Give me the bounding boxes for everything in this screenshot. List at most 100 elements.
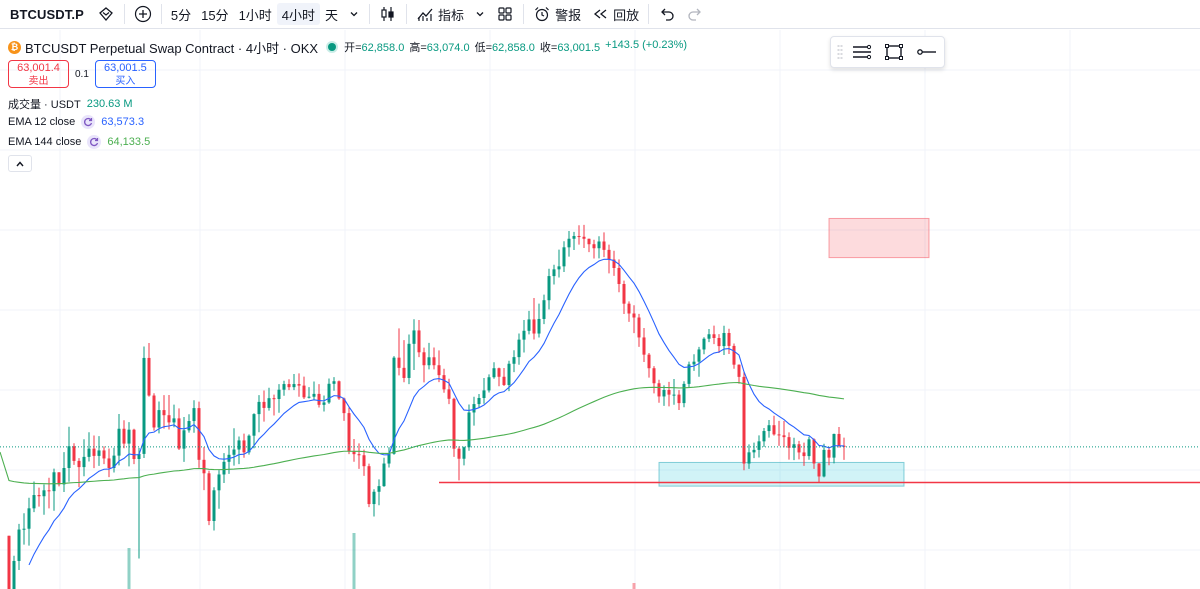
price-chart[interactable] bbox=[0, 30, 1200, 589]
candle bbox=[287, 379, 291, 391]
candle bbox=[477, 393, 481, 408]
candle bbox=[692, 354, 696, 371]
ema12-line bbox=[28, 258, 845, 566]
compare-symbol-button[interactable] bbox=[129, 3, 157, 25]
candle bbox=[427, 342, 431, 370]
redo-button[interactable] bbox=[681, 3, 709, 25]
volume-bars bbox=[127, 533, 636, 589]
candle bbox=[117, 414, 121, 466]
candle bbox=[727, 328, 731, 355]
interval-5m[interactable]: 5分 bbox=[170, 7, 192, 23]
candle bbox=[552, 264, 556, 285]
candle bbox=[167, 394, 171, 430]
candle bbox=[32, 481, 36, 513]
candle bbox=[517, 333, 521, 365]
candle bbox=[412, 319, 416, 371]
candle bbox=[312, 381, 316, 400]
candle bbox=[622, 280, 626, 315]
candle bbox=[122, 420, 126, 449]
price-lines bbox=[0, 446, 1200, 484]
candle bbox=[7, 535, 11, 589]
toolbar-divider bbox=[369, 4, 371, 24]
candle bbox=[267, 387, 271, 411]
candle bbox=[542, 294, 546, 325]
indicators-button[interactable]: 指标 bbox=[411, 3, 469, 25]
candle bbox=[222, 453, 226, 484]
alarm-clock-icon bbox=[535, 7, 549, 22]
undo-button[interactable] bbox=[653, 3, 681, 25]
indicator-volume[interactable]: 成交量 · USDT 230.63 M bbox=[8, 96, 133, 112]
spread-value: 0.1 bbox=[75, 68, 89, 80]
candle bbox=[507, 360, 511, 392]
alert-button[interactable]: 警报 bbox=[528, 3, 586, 25]
interval-4h[interactable]: 4小时 bbox=[276, 3, 321, 25]
candle bbox=[352, 438, 356, 462]
collapse-legend-button[interactable] bbox=[8, 155, 32, 172]
candle bbox=[612, 250, 616, 276]
undo-icon bbox=[661, 8, 674, 21]
demand-zone-box[interactable] bbox=[658, 461, 905, 487]
candle bbox=[487, 374, 491, 393]
indicator-ema12[interactable]: EMA 12 close 63,573.3 bbox=[8, 115, 144, 129]
open-value: 62,858.0 bbox=[361, 42, 405, 54]
candle bbox=[827, 446, 831, 466]
sell-label: 卖出 bbox=[28, 76, 49, 87]
supply-zone-box[interactable] bbox=[828, 217, 930, 259]
candle bbox=[567, 231, 571, 257]
candle bbox=[207, 470, 211, 526]
candle bbox=[82, 439, 86, 477]
indicator-ema144[interactable]: EMA 144 close 64,133.5 bbox=[8, 135, 150, 149]
candle bbox=[497, 367, 501, 387]
candle bbox=[62, 452, 66, 493]
horizontal-line-button[interactable] bbox=[913, 40, 939, 64]
line-style-button[interactable] bbox=[849, 40, 875, 64]
refresh-icon bbox=[81, 115, 96, 129]
candle bbox=[842, 437, 846, 460]
candle bbox=[152, 393, 156, 431]
volume-bar bbox=[127, 548, 131, 589]
candle bbox=[92, 435, 96, 469]
drawing-zones[interactable] bbox=[658, 217, 930, 487]
candle bbox=[457, 446, 461, 481]
sell-button[interactable]: 63,001.4 卖出 bbox=[8, 60, 69, 88]
candle bbox=[402, 340, 406, 383]
candle bbox=[467, 404, 471, 451]
candle bbox=[382, 457, 386, 487]
candle bbox=[302, 376, 306, 399]
indicator-value: 64,133.5 bbox=[107, 136, 151, 148]
indicators-dropdown-button[interactable] bbox=[469, 3, 491, 25]
rewind-icon bbox=[594, 9, 607, 19]
interval-15m[interactable]: 15分 bbox=[201, 7, 229, 23]
layout-grid-button[interactable] bbox=[491, 3, 519, 25]
candle bbox=[237, 436, 241, 465]
legend-title[interactable]: BTCUSDT Perpetual Swap Contract · 4小时 · … bbox=[25, 40, 319, 56]
candle bbox=[37, 487, 41, 507]
interval-dropdown-button[interactable] bbox=[343, 3, 365, 25]
chart-type-button[interactable] bbox=[374, 3, 402, 25]
refresh-icon bbox=[87, 135, 102, 149]
indicator-value: 230.63 M bbox=[86, 98, 133, 110]
toolbar-divider bbox=[523, 4, 525, 24]
candle bbox=[562, 241, 566, 272]
rectangle-tool-button[interactable] bbox=[881, 40, 907, 64]
indicator-name: 成交量 · USDT bbox=[8, 99, 81, 111]
candle bbox=[12, 555, 16, 589]
candle bbox=[777, 420, 781, 446]
interval-1d[interactable]: 天 bbox=[325, 7, 339, 23]
symbol-search-button[interactable]: BTCUSDT.P bbox=[10, 6, 84, 22]
symbol-menu-button[interactable] bbox=[92, 3, 120, 25]
interval-1h[interactable]: 1小时 bbox=[238, 7, 272, 23]
high-value: 63,074.0 bbox=[426, 42, 470, 54]
candle bbox=[162, 395, 166, 429]
drag-handle-icon[interactable] bbox=[837, 45, 843, 59]
candles bbox=[7, 224, 846, 589]
line-style-icon bbox=[853, 44, 872, 60]
candle bbox=[42, 484, 46, 515]
plus-circle-icon bbox=[134, 5, 151, 23]
horizontal-line-icon bbox=[917, 49, 936, 55]
candle bbox=[677, 390, 681, 411]
buy-button[interactable]: 63,001.5 买入 bbox=[94, 60, 156, 88]
candle bbox=[292, 373, 296, 391]
replay-button[interactable]: 回放 bbox=[586, 3, 644, 25]
sell-price: 63,001.4 bbox=[17, 62, 60, 74]
